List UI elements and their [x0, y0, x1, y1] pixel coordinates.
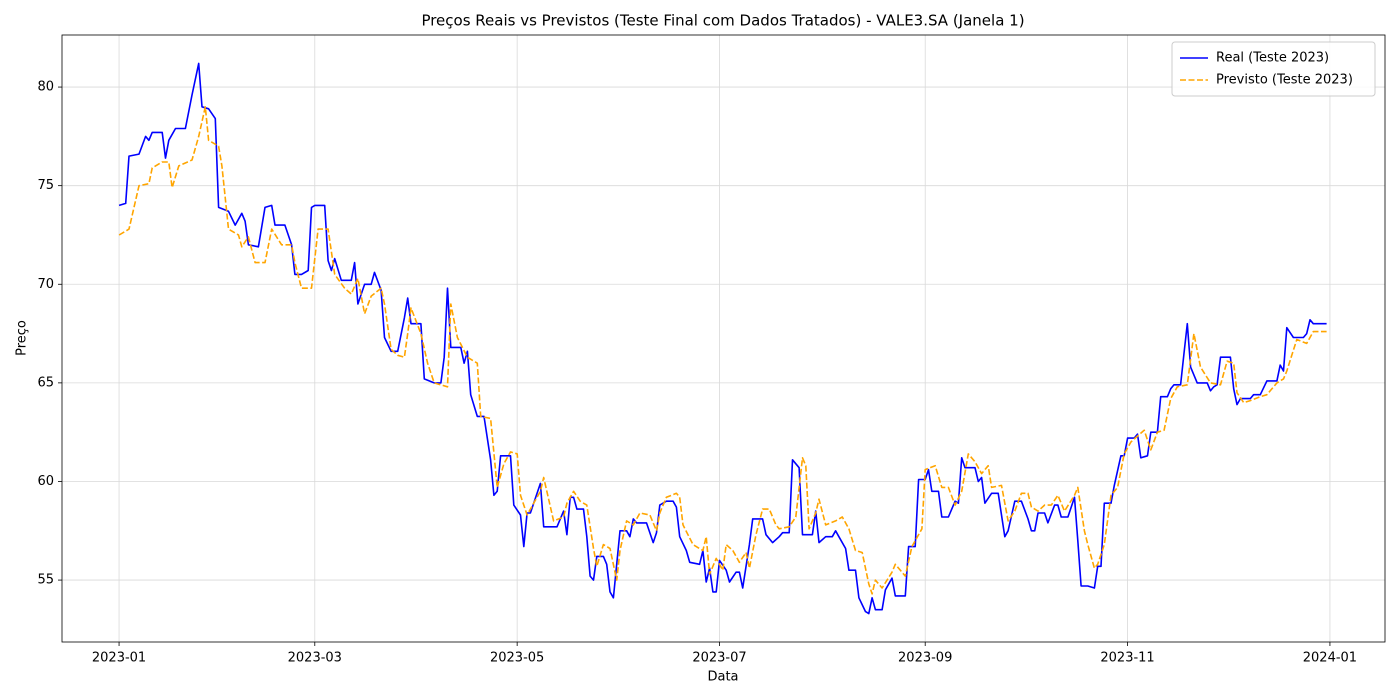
x-tick-label: 2023-11	[1100, 651, 1154, 666]
series-line	[118, 106, 1327, 595]
x-tick-label: 2023-07	[692, 651, 746, 666]
x-tick-label: 2023-01	[92, 651, 146, 666]
y-tick-label: 55	[37, 573, 54, 588]
y-axis-label: Preço	[15, 320, 30, 356]
legend-box	[1171, 41, 1376, 97]
y-tick-label: 70	[37, 277, 54, 292]
legend: Real (Teste 2023) Previsto (Teste 2023)	[1171, 41, 1376, 97]
y-tick-label: 75	[37, 178, 54, 193]
chart-title: Preços Reais vs Previstos (Teste Final c…	[421, 12, 1024, 30]
y-tick-label: 60	[37, 474, 54, 489]
plot-area	[62, 35, 1385, 642]
x-tick-label: 2023-09	[898, 651, 952, 666]
y-tick-label: 65	[37, 375, 54, 390]
y-tick-label: 80	[37, 80, 54, 95]
x-axis-label: Data	[707, 670, 738, 685]
x-tick-label: 2024-01	[1303, 651, 1357, 666]
legend-label: Previsto (Teste 2023)	[1216, 73, 1353, 88]
legend-label: Real (Teste 2023)	[1216, 51, 1329, 66]
series-line	[118, 62, 1327, 615]
plot-frame	[61, 34, 1386, 643]
x-tick-label: 2023-03	[288, 651, 342, 666]
x-tick-label: 2023-05	[490, 651, 544, 666]
